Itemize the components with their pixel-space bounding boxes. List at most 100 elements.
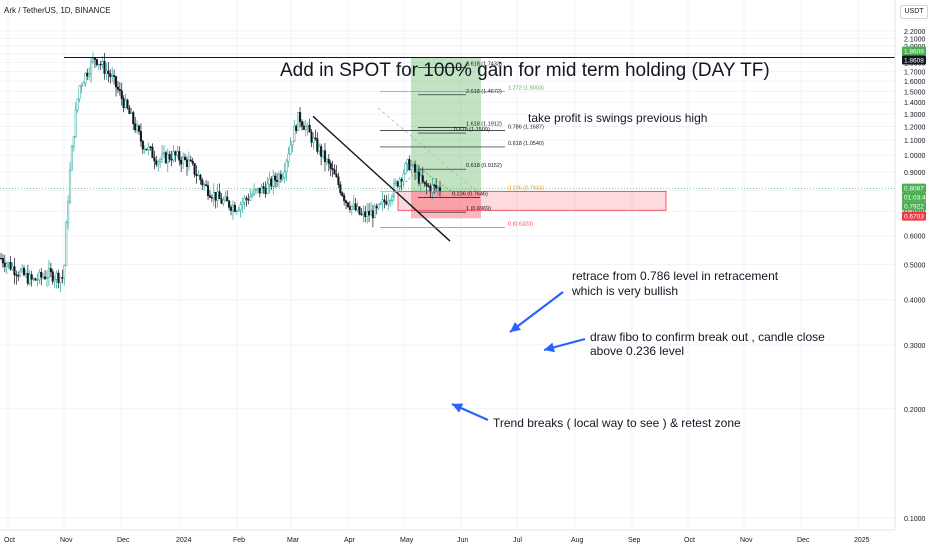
fib-level-label: 0.236 (0.7646) (452, 192, 488, 198)
candle-body (120, 90, 123, 99)
candle-body (80, 85, 83, 87)
annotation-arrows (451, 291, 586, 422)
symbol-title: Ark / TetherUS, 1D, BINANCE (4, 6, 111, 15)
candle-body (381, 199, 384, 204)
price-label-text: 01:03:49 (904, 195, 930, 202)
candle-body (272, 175, 275, 187)
candle-body (306, 125, 309, 128)
candle-body (302, 125, 305, 130)
candle-body (212, 191, 215, 199)
candle-body (346, 202, 350, 207)
candle-body (333, 169, 336, 175)
candle-body (375, 205, 378, 209)
candle-body (260, 186, 263, 194)
fib-level-label: 0.236 (0.7933) (508, 186, 544, 192)
x-tick-label: 2025 (854, 537, 870, 544)
arrow-head (452, 403, 464, 413)
candle-body (231, 204, 235, 211)
candle-body (178, 151, 181, 161)
candle-body (147, 146, 150, 151)
y-tick-label: 1.7000 (904, 70, 926, 77)
x-tick-label: Dec (797, 537, 810, 544)
arrow-shaft (509, 291, 564, 333)
retrace-note-line2: which is very bullish (572, 284, 679, 298)
y-tick-label: 2.1000 (904, 36, 926, 43)
candle-body (208, 195, 212, 198)
candle-body (293, 125, 296, 142)
fib-level-label: 2.618 (1.4672) (466, 89, 502, 95)
candle-body (113, 75, 116, 77)
candle-body (153, 157, 156, 162)
candle-body (205, 184, 208, 186)
candle-body (410, 165, 413, 171)
candle-body (299, 112, 302, 122)
candle-body (373, 205, 376, 219)
candle-body (103, 60, 106, 74)
y-tick-label: 0.2000 (904, 407, 926, 414)
candle-body (124, 99, 127, 108)
candle-body (385, 201, 388, 205)
candle-body (262, 186, 265, 189)
candle-body (49, 268, 52, 272)
candle-body (241, 201, 244, 205)
candle-body (285, 160, 288, 173)
candle-body (325, 159, 328, 163)
x-tick-label: Jun (457, 537, 468, 544)
x-tick-label: Mar (287, 537, 300, 544)
candle-body (247, 198, 250, 201)
candle-body (222, 199, 225, 204)
candle-body (341, 192, 344, 196)
fibo-note-line1: draw fibo to confirm break out , candle … (590, 330, 825, 344)
trendline (312, 115, 451, 242)
candle-body (36, 279, 39, 281)
candle-body (199, 174, 202, 181)
candle-body (220, 198, 223, 204)
candle-body (425, 183, 428, 187)
candle-body (170, 158, 173, 161)
candle-body (400, 179, 403, 182)
y-tick-label: 0.6000 (904, 234, 926, 241)
candle-body (258, 187, 261, 194)
candle-body (137, 125, 141, 132)
candle-body (368, 210, 371, 216)
candle-body (308, 125, 311, 133)
candle-body (90, 61, 93, 75)
candle-body (1, 258, 4, 264)
candle-body (281, 177, 284, 180)
candle-body (239, 204, 242, 211)
candle-body (295, 125, 298, 131)
candle-body (287, 153, 290, 162)
candle-body (55, 272, 58, 280)
fibo-note-line2: above 0.236 level (590, 344, 685, 358)
candle-body (160, 153, 164, 160)
candle-body (300, 121, 304, 127)
candle-body (435, 185, 438, 189)
candle-body (396, 181, 399, 187)
y-tick-label: 0.5000 (904, 262, 926, 269)
candle-body (228, 200, 231, 208)
candle-body (162, 152, 165, 155)
candle-body (3, 262, 6, 267)
x-tick-label: Nov (740, 537, 753, 544)
x-tick-label: Jul (513, 537, 522, 544)
currency-button[interactable]: USDT (900, 5, 928, 19)
candle-body (429, 185, 432, 193)
candle-body (243, 197, 246, 203)
candle-body (7, 262, 10, 265)
candle-body (19, 270, 22, 277)
candle-body (235, 210, 238, 213)
candle-body (101, 60, 104, 65)
x-tick-label: Oct (4, 537, 15, 544)
trend-note: Trend breaks ( local way to see ) & rete… (493, 416, 741, 430)
candle-body (229, 207, 233, 211)
candle-body (289, 144, 292, 155)
candle-body (74, 109, 77, 137)
candle-body (314, 137, 317, 139)
x-tick-label: May (400, 537, 414, 544)
candle-body (276, 180, 279, 182)
price-label-text: 0.8087 (904, 186, 924, 193)
candle-body (53, 278, 56, 282)
candle-body (189, 159, 192, 162)
candle-body (233, 204, 236, 212)
